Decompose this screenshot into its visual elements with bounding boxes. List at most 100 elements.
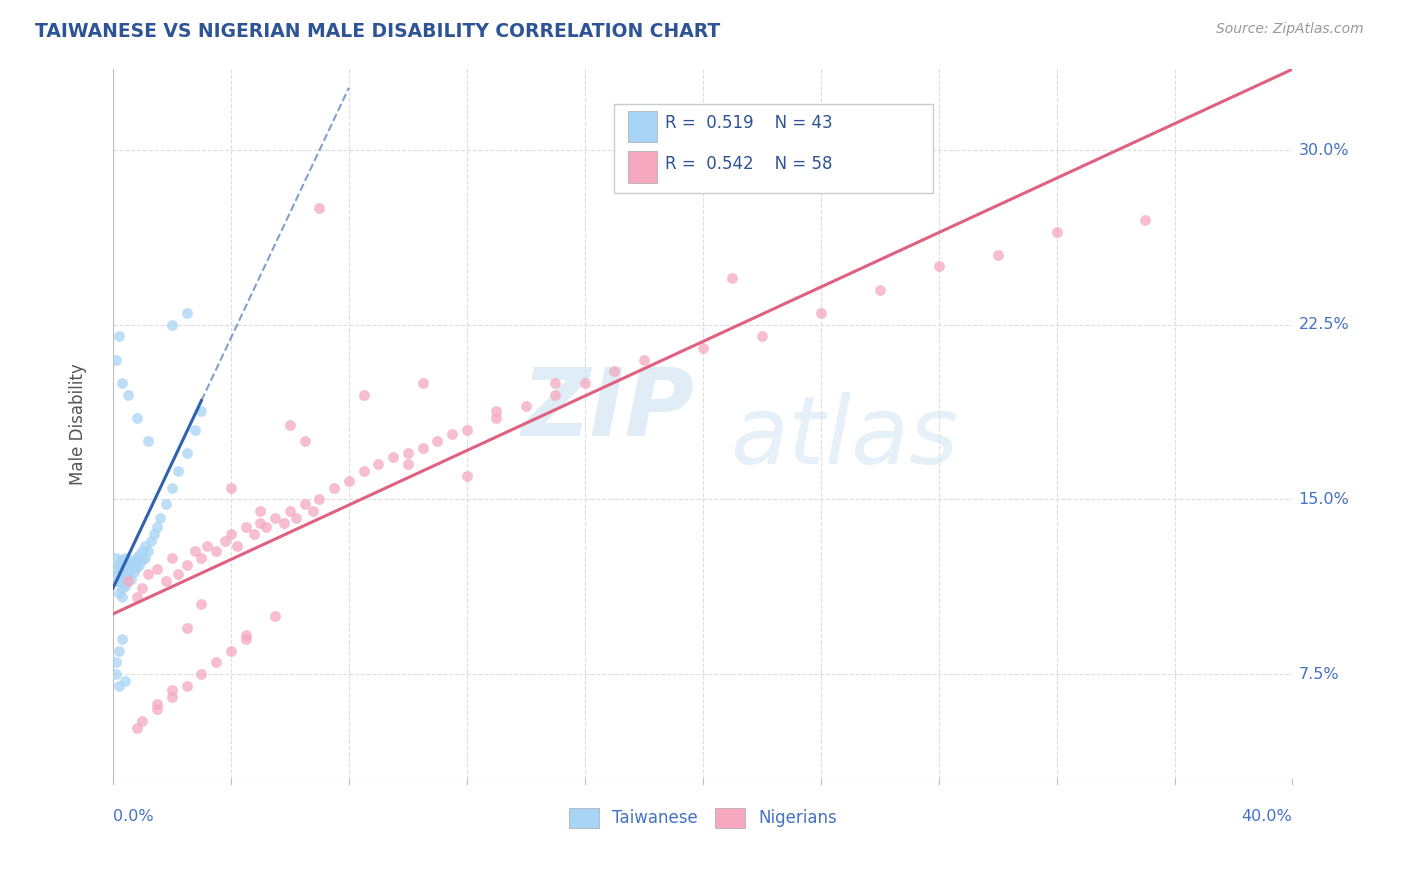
- Point: [190, 597, 212, 611]
- Point: [114, 550, 136, 565]
- Point: [337, 474, 360, 488]
- Text: 0.0%: 0.0%: [112, 809, 153, 824]
- Point: [219, 644, 242, 658]
- Text: 22.5%: 22.5%: [1298, 318, 1350, 332]
- Point: [134, 539, 156, 553]
- Text: R =  0.542    N = 58: R = 0.542 N = 58: [665, 155, 832, 173]
- Point: [136, 434, 159, 449]
- Point: [131, 714, 153, 728]
- Point: [928, 260, 950, 274]
- Legend: Taiwanese, Nigerians: Taiwanese, Nigerians: [562, 801, 844, 835]
- Point: [111, 562, 134, 576]
- Point: [254, 520, 277, 534]
- Point: [149, 511, 172, 525]
- Point: [160, 550, 183, 565]
- Point: [114, 569, 136, 583]
- Point: [485, 404, 508, 418]
- Point: [353, 387, 375, 401]
- Point: [108, 644, 131, 658]
- Point: [278, 417, 301, 432]
- Point: [412, 376, 434, 390]
- Point: [108, 566, 131, 581]
- Point: [515, 399, 537, 413]
- Point: [603, 364, 626, 378]
- Point: [810, 306, 832, 320]
- Point: [243, 527, 266, 541]
- Text: atlas: atlas: [730, 392, 959, 483]
- Point: [104, 352, 127, 367]
- Point: [195, 539, 218, 553]
- Point: [120, 562, 142, 576]
- Point: [235, 632, 257, 647]
- Point: [278, 504, 301, 518]
- Point: [125, 591, 148, 605]
- Point: [235, 627, 257, 641]
- FancyBboxPatch shape: [614, 104, 932, 193]
- Point: [104, 550, 127, 565]
- Point: [308, 492, 330, 507]
- Point: [721, 271, 744, 285]
- Point: [117, 558, 139, 572]
- Point: [117, 566, 139, 581]
- Point: [108, 558, 131, 572]
- Point: [120, 572, 142, 586]
- Point: [176, 558, 198, 572]
- Point: [111, 591, 134, 605]
- Point: [302, 504, 325, 518]
- Point: [751, 329, 773, 343]
- Point: [128, 549, 150, 563]
- Point: [456, 423, 478, 437]
- Text: Male Disability: Male Disability: [69, 363, 87, 484]
- Point: [117, 574, 139, 588]
- Point: [131, 581, 153, 595]
- Point: [136, 566, 159, 581]
- Point: [117, 387, 139, 401]
- Point: [396, 458, 419, 472]
- Point: [114, 674, 136, 689]
- Point: [396, 446, 419, 460]
- Point: [264, 511, 287, 525]
- Point: [160, 683, 183, 698]
- Point: [176, 620, 198, 634]
- Point: [160, 481, 183, 495]
- Point: [131, 543, 153, 558]
- Point: [117, 574, 139, 588]
- Text: TAIWANESE VS NIGERIAN MALE DISABILITY CORRELATION CHART: TAIWANESE VS NIGERIAN MALE DISABILITY CO…: [35, 22, 720, 41]
- Point: [166, 465, 188, 479]
- Point: [160, 690, 183, 705]
- Point: [205, 543, 228, 558]
- Point: [146, 520, 169, 534]
- Point: [284, 511, 307, 525]
- Text: ZIP: ZIP: [522, 364, 695, 456]
- Point: [544, 376, 567, 390]
- Point: [131, 553, 153, 567]
- Point: [176, 446, 198, 460]
- Point: [456, 469, 478, 483]
- Point: [1045, 225, 1067, 239]
- Point: [143, 527, 166, 541]
- Point: [125, 550, 148, 565]
- Point: [108, 679, 131, 693]
- Point: [122, 555, 145, 569]
- Text: 40.0%: 40.0%: [1241, 809, 1292, 824]
- Point: [184, 423, 207, 437]
- Point: [134, 550, 156, 565]
- Point: [108, 574, 131, 588]
- Point: [120, 553, 142, 567]
- Point: [225, 539, 247, 553]
- Text: 7.5%: 7.5%: [1298, 666, 1339, 681]
- Point: [308, 201, 330, 215]
- Point: [249, 516, 271, 530]
- Point: [485, 410, 508, 425]
- Point: [412, 441, 434, 455]
- Point: [382, 450, 405, 465]
- Point: [146, 698, 169, 712]
- Point: [160, 318, 183, 332]
- Text: R =  0.519    N = 43: R = 0.519 N = 43: [665, 114, 832, 132]
- Point: [214, 534, 236, 549]
- Point: [155, 497, 177, 511]
- Point: [264, 608, 287, 623]
- Point: [190, 550, 212, 565]
- Point: [249, 504, 271, 518]
- Point: [367, 458, 389, 472]
